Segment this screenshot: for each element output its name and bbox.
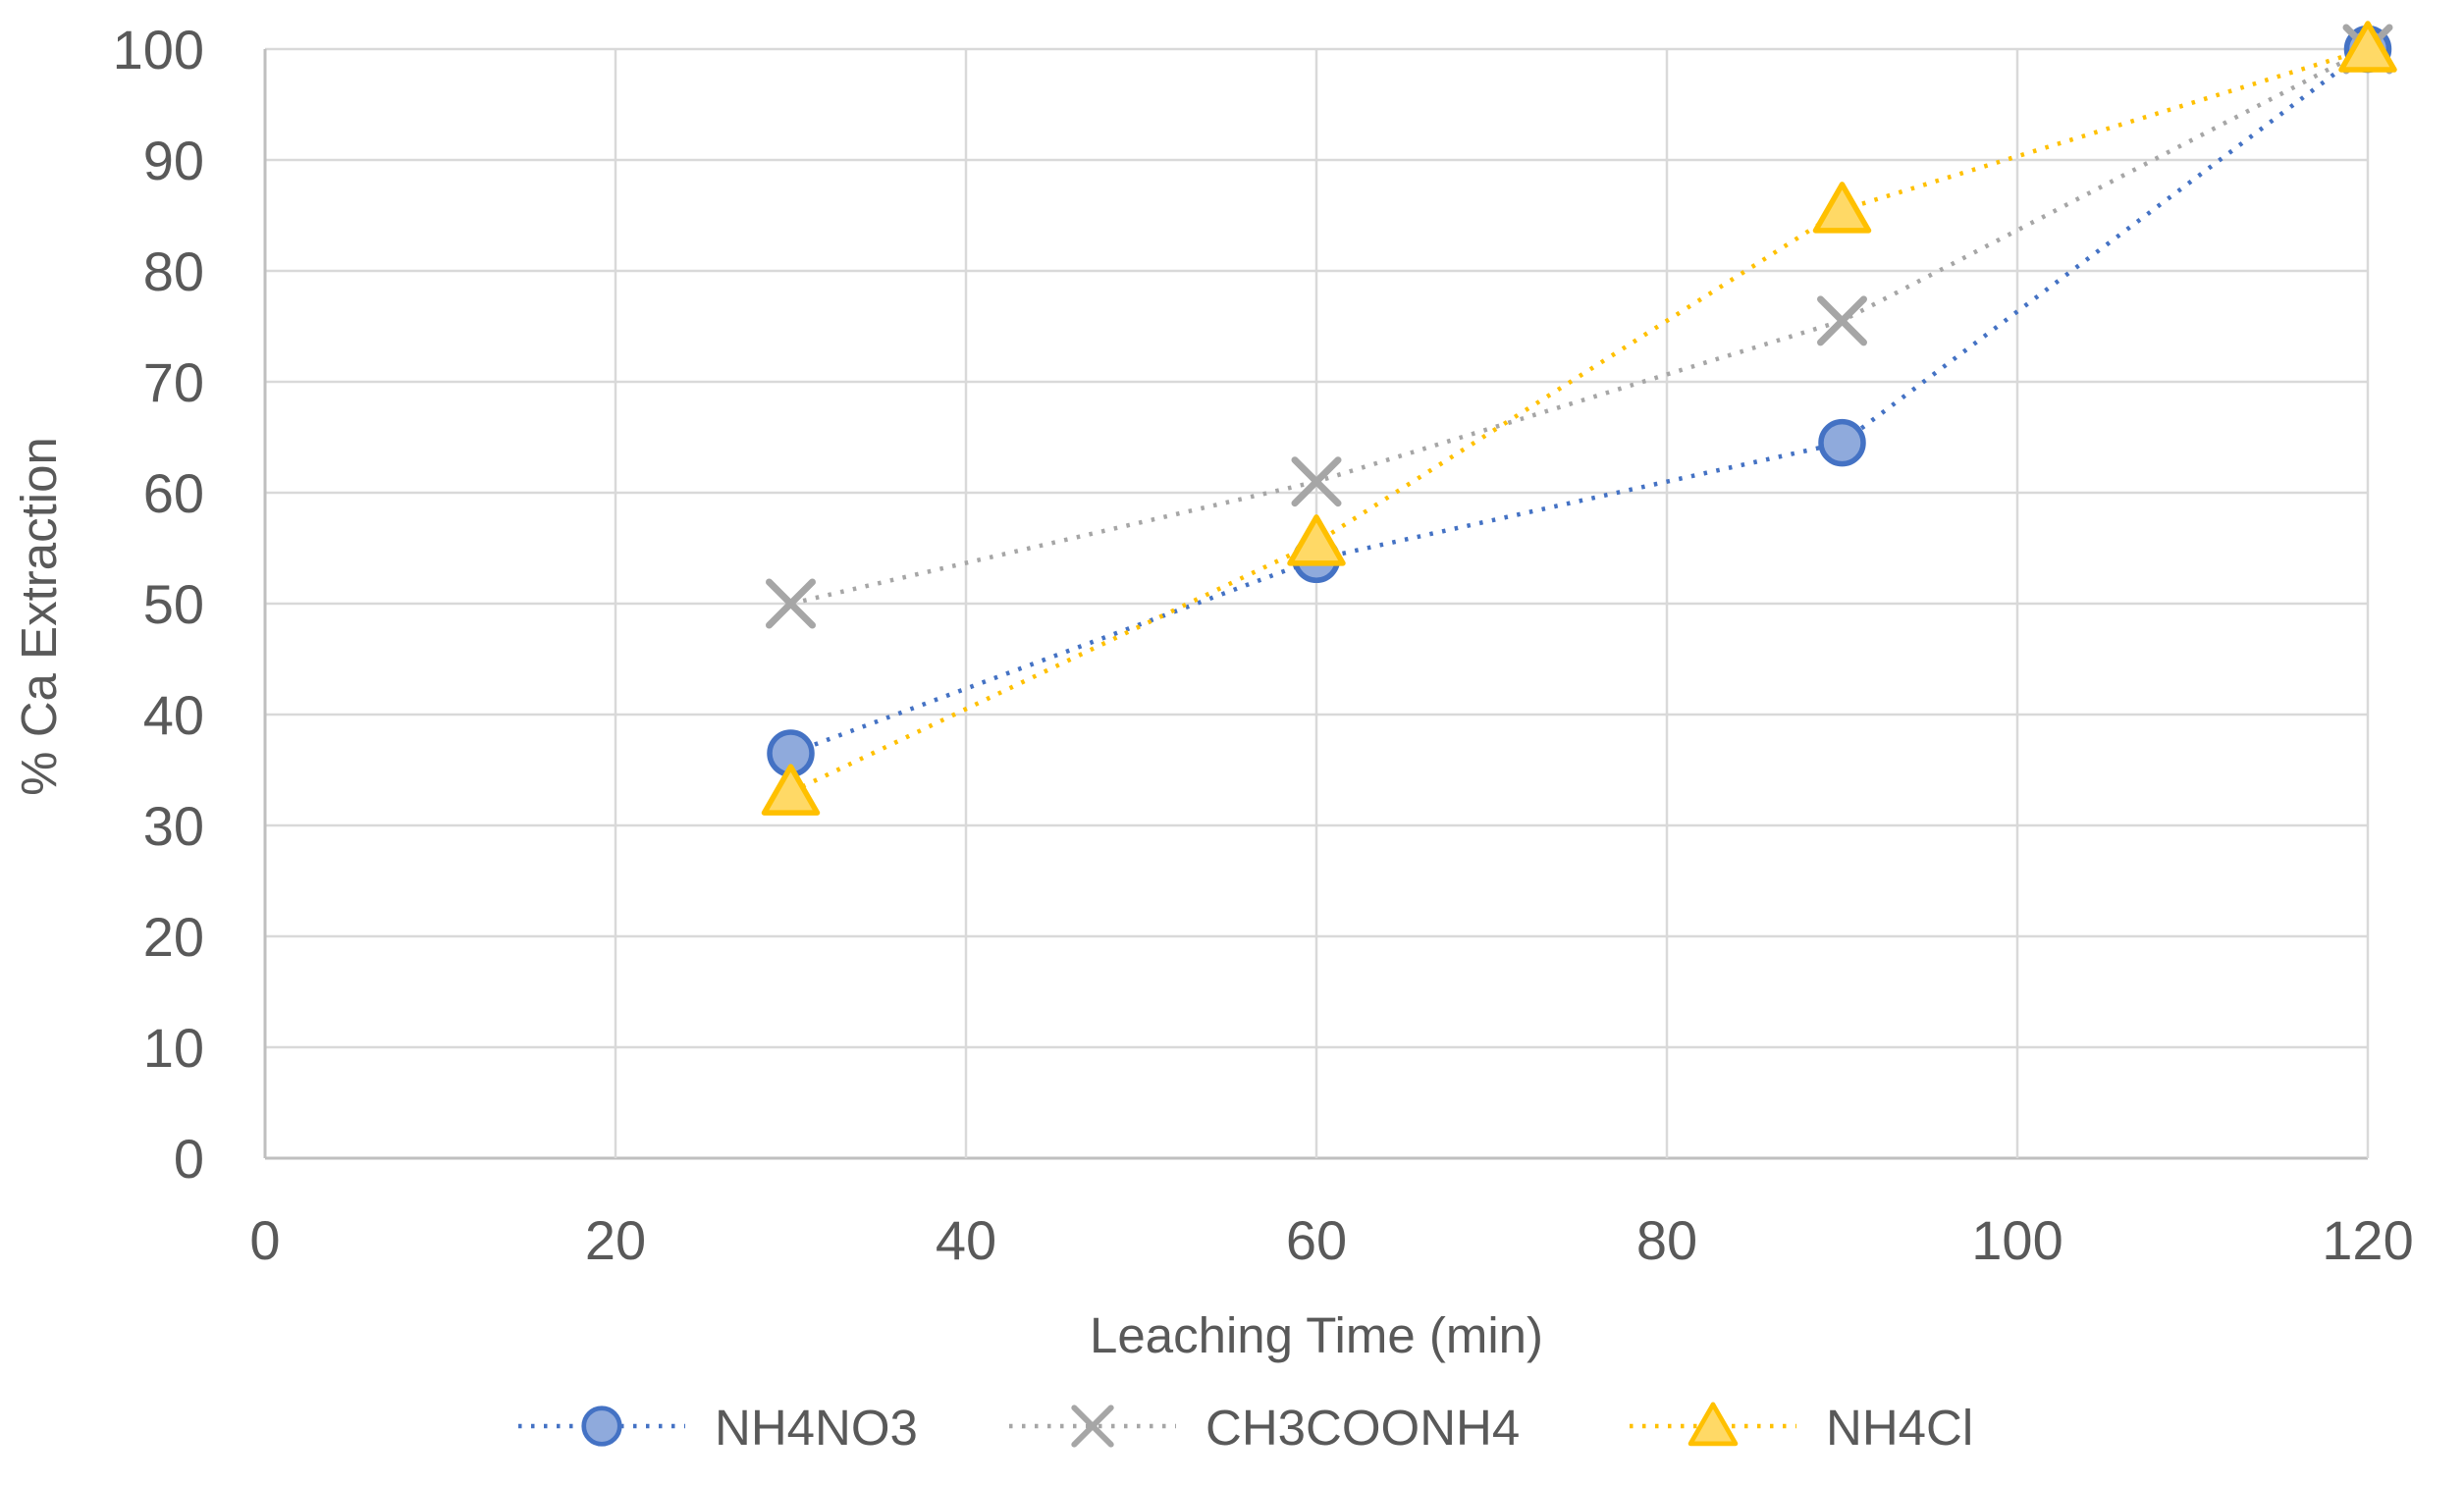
- grid: [263, 47, 2370, 1160]
- x-marker-stroke: [766, 578, 816, 629]
- point-NH4Cl: [1287, 514, 1346, 566]
- legend-item-CH3COONH4: CH3COONH4: [1009, 1400, 1520, 1456]
- series-line-NH4NO3: [789, 47, 2370, 756]
- series-CH3COONH4: [766, 24, 2393, 629]
- y-tick-label: 10: [143, 1017, 204, 1079]
- legend-item-NH4Cl: NH4Cl: [1630, 1400, 1973, 1456]
- y-tick-label: 0: [174, 1128, 204, 1190]
- x-marker-stroke: [1291, 456, 1342, 507]
- point-NH4NO3: [1818, 418, 1866, 467]
- point-CH3COONH4: [1817, 295, 1867, 346]
- legend-label: NH4NO3: [715, 1400, 918, 1456]
- point-NH4Cl: [761, 764, 821, 816]
- point-NH4Cl: [2338, 21, 2397, 73]
- x-axis-title: Leaching Time (min): [1090, 1307, 1543, 1363]
- legend-item-NH4NO3: NH4NO3: [518, 1400, 918, 1456]
- tick-labels: 0 10 20 30 40 50 60 70 80 90 100 0 20 40 60 80 100 120: [113, 19, 2414, 1271]
- x-tick-label: 40: [936, 1209, 996, 1271]
- legend: NH4NO3 CH3COONH4 NH4Cl: [518, 1400, 1973, 1456]
- x-tick-label: 80: [1636, 1209, 1697, 1271]
- y-tick-label: 80: [143, 240, 204, 302]
- y-tick-label: 70: [143, 351, 204, 413]
- series-line-CH3COONH4: [789, 47, 2370, 607]
- point-CH3COONH4: [1291, 456, 1342, 507]
- y-tick-label: 100: [113, 19, 204, 80]
- x-marker-stroke: [1817, 295, 1867, 346]
- series-NH4Cl: [761, 21, 2397, 816]
- legend-label: NH4Cl: [1826, 1400, 1973, 1456]
- legend-label: CH3COONH4: [1205, 1400, 1520, 1456]
- x-tick-label: 100: [1971, 1209, 2062, 1271]
- y-tick-label: 20: [143, 906, 204, 968]
- y-tick-label: 30: [143, 795, 204, 857]
- series-NH4NO3: [767, 25, 2392, 777]
- x-tick-label: 0: [249, 1209, 280, 1271]
- point-CH3COONH4: [1071, 1405, 1114, 1448]
- y-tick-label: 50: [143, 573, 204, 635]
- y-axis-title: % Ca Extraction: [11, 437, 67, 796]
- x-tick-label: 20: [585, 1209, 646, 1271]
- point-NH4Cl: [1812, 182, 1872, 234]
- x-marker-stroke: [1071, 1405, 1114, 1448]
- y-tick-label: 40: [143, 684, 204, 746]
- point-CH3COONH4: [766, 578, 816, 629]
- point-NH4Cl: [1687, 1402, 1739, 1447]
- y-tick-label: 90: [143, 130, 204, 191]
- y-tick-label: 60: [143, 462, 204, 524]
- x-tick-label: 120: [2322, 1209, 2413, 1271]
- x-tick-label: 60: [1286, 1209, 1347, 1271]
- point-NH4NO3: [581, 1405, 622, 1447]
